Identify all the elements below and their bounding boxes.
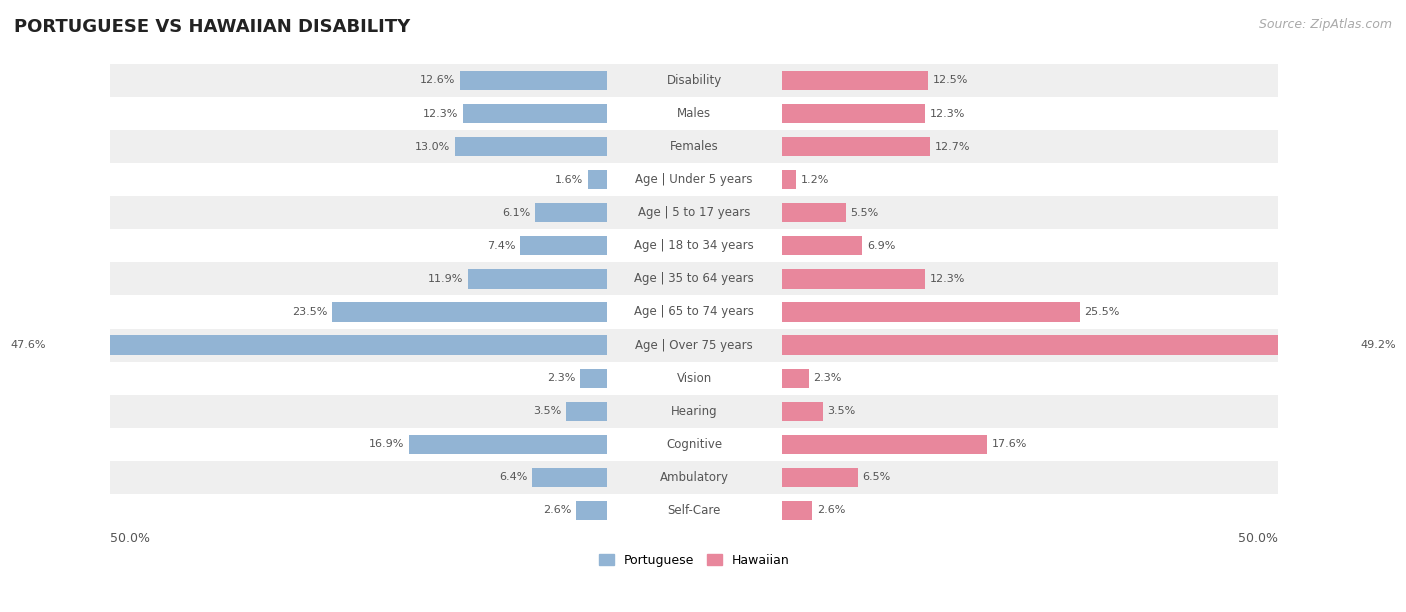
Bar bbox=[782, 401, 823, 421]
Bar bbox=[111, 64, 1278, 97]
Bar bbox=[782, 269, 925, 288]
Text: Age | 5 to 17 years: Age | 5 to 17 years bbox=[638, 206, 751, 219]
Text: Self-Care: Self-Care bbox=[668, 504, 721, 517]
Bar bbox=[782, 501, 813, 520]
Text: 47.6%: 47.6% bbox=[11, 340, 46, 350]
Bar bbox=[565, 401, 606, 421]
Bar bbox=[576, 501, 606, 520]
Text: 49.2%: 49.2% bbox=[1361, 340, 1396, 350]
Text: 12.3%: 12.3% bbox=[931, 274, 966, 284]
Bar bbox=[531, 468, 606, 487]
Text: Hearing: Hearing bbox=[671, 405, 717, 418]
Bar bbox=[782, 302, 1080, 321]
Bar bbox=[409, 435, 606, 454]
Text: 25.5%: 25.5% bbox=[1084, 307, 1119, 317]
Bar bbox=[51, 335, 606, 354]
Text: 7.4%: 7.4% bbox=[486, 241, 516, 251]
Text: 17.6%: 17.6% bbox=[993, 439, 1028, 449]
Bar bbox=[536, 203, 606, 222]
Text: 12.6%: 12.6% bbox=[419, 75, 456, 86]
Bar bbox=[782, 435, 987, 454]
Bar bbox=[782, 335, 1357, 354]
Text: 2.6%: 2.6% bbox=[543, 506, 572, 515]
Bar bbox=[579, 368, 606, 388]
Bar bbox=[111, 196, 1278, 230]
Bar bbox=[111, 461, 1278, 494]
Text: Vision: Vision bbox=[676, 371, 711, 384]
Bar bbox=[782, 137, 931, 156]
Text: 12.3%: 12.3% bbox=[931, 108, 966, 119]
Bar bbox=[460, 71, 606, 90]
Bar bbox=[111, 263, 1278, 296]
Text: 6.4%: 6.4% bbox=[499, 472, 527, 482]
Bar bbox=[782, 104, 925, 123]
Text: 13.0%: 13.0% bbox=[415, 141, 450, 152]
Text: Cognitive: Cognitive bbox=[666, 438, 723, 451]
Bar bbox=[111, 428, 1278, 461]
Text: Age | Over 75 years: Age | Over 75 years bbox=[636, 338, 754, 351]
Text: 2.6%: 2.6% bbox=[817, 506, 845, 515]
Bar bbox=[782, 71, 928, 90]
Bar bbox=[111, 163, 1278, 196]
Text: 6.9%: 6.9% bbox=[868, 241, 896, 251]
Bar bbox=[111, 329, 1278, 362]
Bar bbox=[111, 130, 1278, 163]
Text: Ambulatory: Ambulatory bbox=[659, 471, 728, 484]
Bar bbox=[782, 468, 858, 487]
Text: Disability: Disability bbox=[666, 74, 721, 87]
Bar bbox=[463, 104, 606, 123]
Bar bbox=[111, 296, 1278, 329]
Text: 5.5%: 5.5% bbox=[851, 207, 879, 218]
Text: 16.9%: 16.9% bbox=[370, 439, 405, 449]
Text: 1.6%: 1.6% bbox=[555, 174, 583, 185]
Text: 12.5%: 12.5% bbox=[932, 75, 967, 86]
Bar bbox=[782, 203, 846, 222]
Bar bbox=[111, 494, 1278, 527]
Text: PORTUGUESE VS HAWAIIAN DISABILITY: PORTUGUESE VS HAWAIIAN DISABILITY bbox=[14, 18, 411, 36]
Bar bbox=[588, 170, 606, 189]
Text: 11.9%: 11.9% bbox=[427, 274, 463, 284]
Text: Females: Females bbox=[669, 140, 718, 153]
Text: 12.3%: 12.3% bbox=[423, 108, 458, 119]
Bar bbox=[782, 170, 796, 189]
Text: 2.3%: 2.3% bbox=[547, 373, 575, 383]
Bar bbox=[520, 236, 606, 255]
Legend: Portuguese, Hawaiian: Portuguese, Hawaiian bbox=[593, 548, 794, 572]
Text: Age | Under 5 years: Age | Under 5 years bbox=[636, 173, 754, 186]
Bar bbox=[111, 97, 1278, 130]
Bar bbox=[782, 368, 808, 388]
Text: Males: Males bbox=[678, 107, 711, 120]
Text: 3.5%: 3.5% bbox=[533, 406, 561, 416]
Bar bbox=[111, 362, 1278, 395]
Text: Source: ZipAtlas.com: Source: ZipAtlas.com bbox=[1258, 18, 1392, 31]
Bar bbox=[111, 395, 1278, 428]
Text: Age | 18 to 34 years: Age | 18 to 34 years bbox=[634, 239, 754, 252]
Bar bbox=[332, 302, 606, 321]
Bar bbox=[468, 269, 606, 288]
Text: 2.3%: 2.3% bbox=[813, 373, 842, 383]
Text: Age | 35 to 64 years: Age | 35 to 64 years bbox=[634, 272, 754, 285]
Text: Age | 65 to 74 years: Age | 65 to 74 years bbox=[634, 305, 754, 318]
Bar bbox=[782, 236, 862, 255]
Bar bbox=[456, 137, 606, 156]
Text: 50.0%: 50.0% bbox=[111, 532, 150, 545]
Text: 50.0%: 50.0% bbox=[1239, 532, 1278, 545]
Text: 6.5%: 6.5% bbox=[862, 472, 890, 482]
Text: 3.5%: 3.5% bbox=[827, 406, 856, 416]
Bar bbox=[111, 230, 1278, 263]
Text: 12.7%: 12.7% bbox=[935, 141, 970, 152]
Text: 6.1%: 6.1% bbox=[502, 207, 530, 218]
Text: 1.2%: 1.2% bbox=[800, 174, 830, 185]
Text: 23.5%: 23.5% bbox=[292, 307, 328, 317]
